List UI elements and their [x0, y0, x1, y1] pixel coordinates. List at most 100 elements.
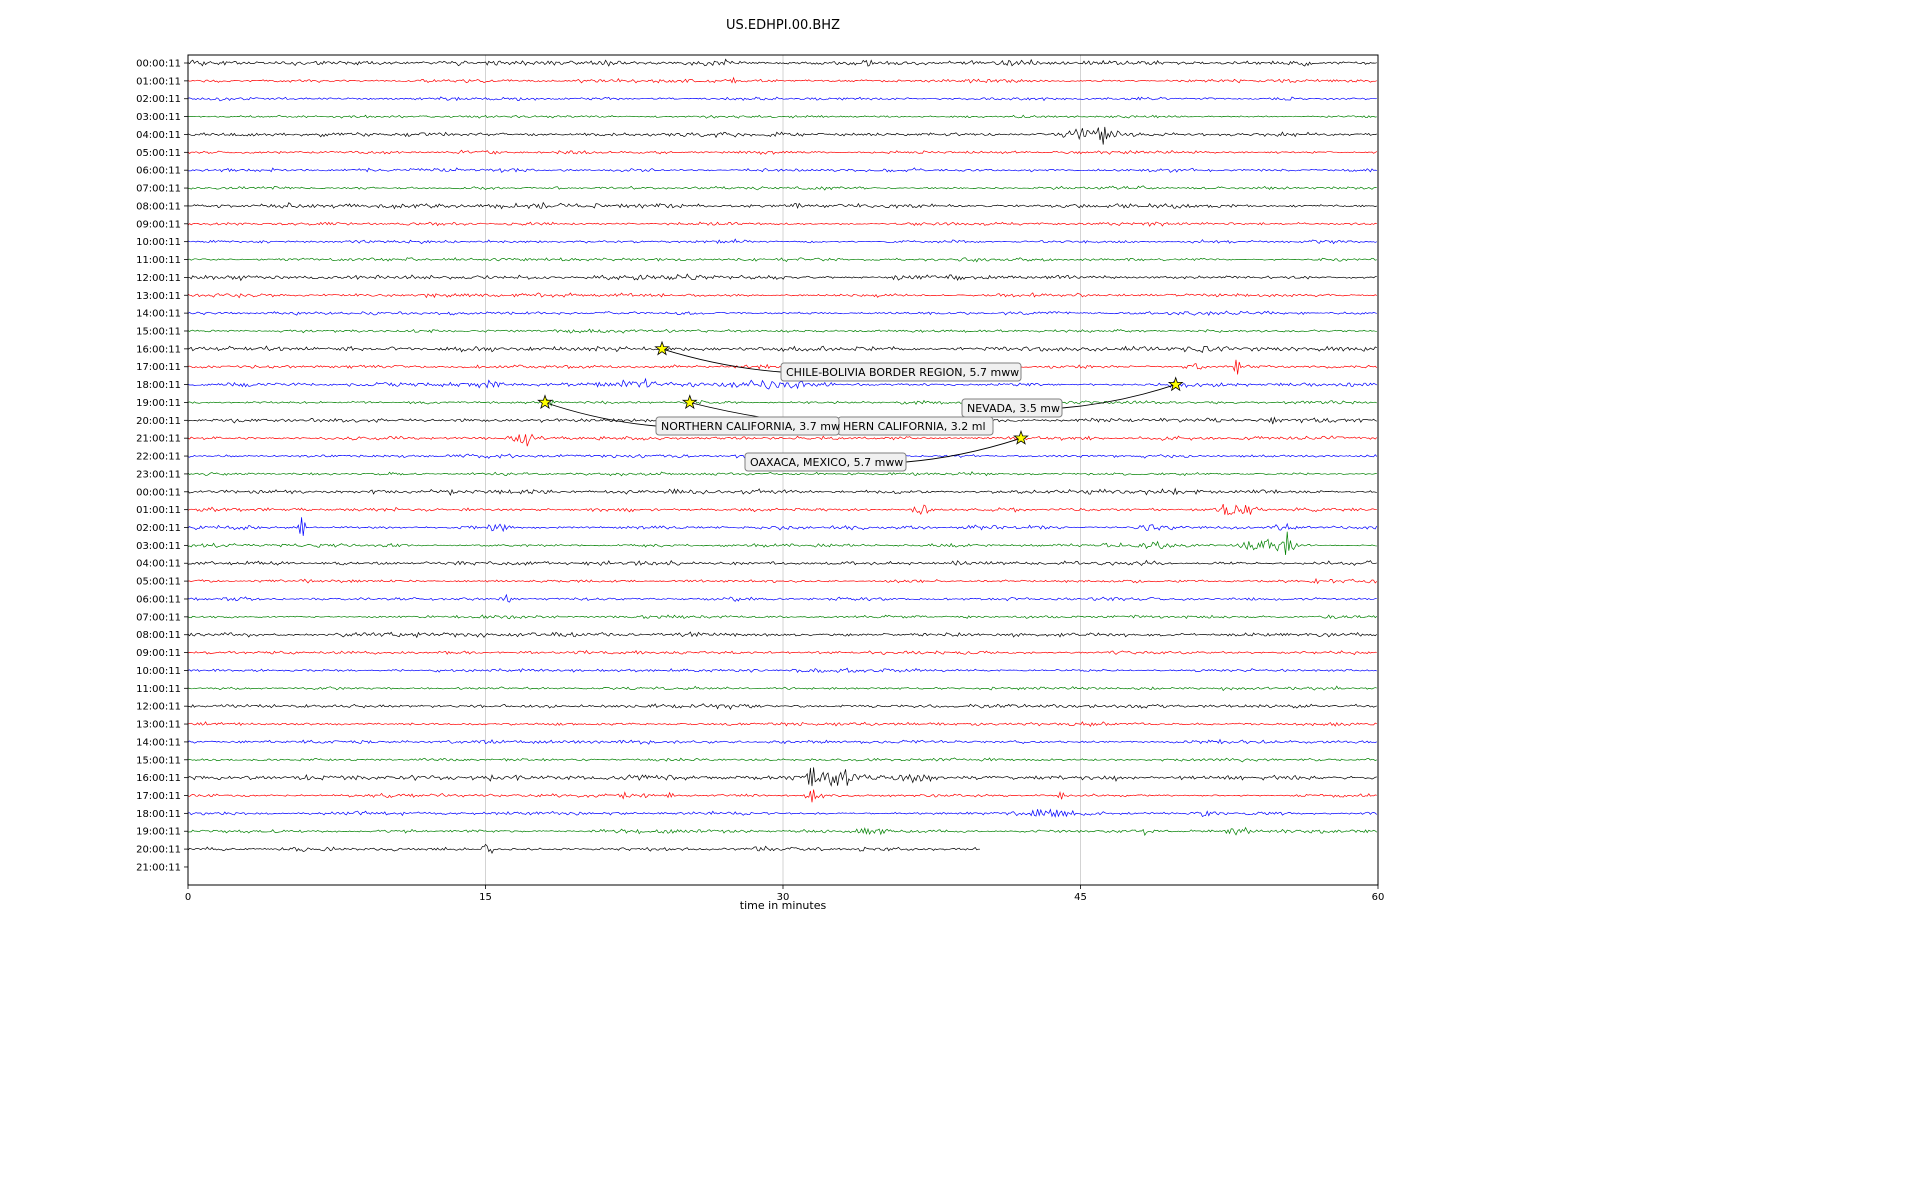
row-label: 07:00:11: [136, 184, 181, 195]
trace-row: [187, 826, 1378, 836]
trace-row: [188, 273, 1377, 282]
row-label: 13:00:11: [136, 720, 181, 731]
event-label-box: [780, 362, 1022, 382]
row-label: 01:00:11: [136, 505, 181, 516]
row-label: 10:00:11: [136, 237, 181, 248]
trace-row: [187, 721, 1377, 727]
trace-row: [187, 808, 1378, 818]
trace-row: [187, 789, 1377, 803]
row-label: 21:00:11: [136, 434, 181, 445]
row-label: 11:00:11: [136, 255, 181, 266]
event-leader-line: [661, 348, 782, 373]
trace-row: [187, 433, 1378, 447]
row-label: 20:00:11: [136, 416, 181, 427]
trace-row: [187, 149, 1377, 156]
event-star-icon: [681, 394, 698, 410]
trace-row: [187, 559, 1377, 567]
event-leader-line: [1061, 384, 1176, 409]
event-label: NEVADA, 3.5 mw: [967, 402, 1060, 415]
trace-row: [187, 76, 1377, 84]
axes: [184, 54, 1379, 889]
trace-row: [187, 96, 1377, 102]
traces: [187, 58, 1378, 854]
trace-row: [187, 328, 1377, 334]
trace-row: [187, 843, 980, 854]
trace-row: [188, 114, 1377, 119]
event-label-box: [744, 452, 907, 472]
row-label: 12:00:11: [136, 273, 181, 284]
row-label: 04:00:11: [136, 559, 181, 570]
trace-row: [187, 667, 1377, 673]
x-tick-labels: 0 15 30 45 60: [185, 892, 1385, 903]
x-tick-label: 45: [1074, 892, 1087, 903]
trace-row: [187, 517, 1378, 536]
x-tick-label: 15: [479, 892, 492, 903]
row-label: 05:00:11: [136, 577, 181, 588]
row-label: 14:00:11: [136, 309, 181, 320]
row-label: 19:00:11: [136, 398, 181, 409]
row-label: 13:00:11: [136, 291, 181, 302]
row-label: 23:00:11: [136, 469, 181, 480]
row-label: 00:00:11: [136, 59, 181, 70]
row-label: 17:00:11: [136, 791, 181, 802]
trace-row: [187, 167, 1377, 173]
x-tick-label: 60: [1372, 892, 1385, 903]
row-label: 08:00:11: [136, 201, 181, 212]
event-label: HERN CALIFORNIA, 3.2 ml: [843, 420, 986, 433]
row-label: 00:00:11: [136, 487, 181, 498]
row-label: 09:00:11: [136, 648, 181, 659]
trace-row: [187, 126, 1377, 145]
x-axis-label: time in minutes: [740, 899, 827, 912]
trace-row: [187, 185, 1377, 191]
row-label: 03:00:11: [136, 541, 181, 552]
trace-row: [187, 398, 1377, 407]
event-star-icon: [1167, 376, 1184, 392]
trace-row: [188, 577, 1378, 585]
row-label: 15:00:11: [136, 326, 181, 337]
event-leader-line: [905, 437, 1022, 463]
trace-row: [187, 503, 1377, 516]
row-label: 02:00:11: [136, 94, 181, 105]
trace-row: [187, 757, 1377, 763]
trace-row: [187, 487, 1377, 497]
trace-row: [187, 310, 1377, 317]
trace-row: [187, 58, 1377, 67]
x-tick-label: 0: [185, 892, 191, 903]
row-label: 22:00:11: [136, 452, 181, 463]
row-label: 03:00:11: [136, 112, 181, 123]
row-label: 21:00:11: [136, 862, 181, 873]
event-star-icon: [537, 394, 553, 410]
trace-row: [187, 593, 1377, 603]
row-label: 06:00:11: [136, 166, 181, 177]
event-star-icon: [654, 340, 670, 356]
trace-row: [187, 257, 1377, 263]
event-star-icon: [1013, 429, 1029, 445]
row-label: 12:00:11: [136, 702, 181, 713]
row-label: 18:00:11: [136, 380, 181, 391]
trace-row: [187, 649, 1377, 656]
row-labels: 00:00:11 01:00:11 02:00:11 03:00:11 04:00:11…: [136, 59, 181, 874]
trace-row: [187, 685, 1377, 692]
row-label: 15:00:11: [136, 755, 181, 766]
trace-row: [187, 345, 1377, 353]
row-label: 09:00:11: [136, 219, 181, 230]
event-label-box: [961, 398, 1063, 418]
trace-row: [188, 703, 1377, 710]
row-label: 07:00:11: [136, 612, 181, 623]
plot-title: US.EDHPI.00.BHZ: [726, 18, 840, 33]
trace-row: [187, 471, 1377, 477]
row-label: 04:00:11: [136, 130, 181, 141]
x-tick-label: 30: [777, 892, 790, 903]
event-leader-line: [544, 402, 657, 427]
row-label: 18:00:11: [136, 809, 181, 820]
row-label: 16:00:11: [136, 344, 181, 355]
trace-row: [187, 221, 1377, 227]
trace-row: [187, 531, 1377, 556]
row-label: 19:00:11: [136, 827, 181, 838]
row-label: 16:00:11: [136, 773, 181, 784]
trace-row: [187, 614, 1378, 620]
row-label: 08:00:11: [136, 630, 181, 641]
row-label: 14:00:11: [136, 737, 181, 748]
row-label: 20:00:11: [136, 845, 181, 856]
